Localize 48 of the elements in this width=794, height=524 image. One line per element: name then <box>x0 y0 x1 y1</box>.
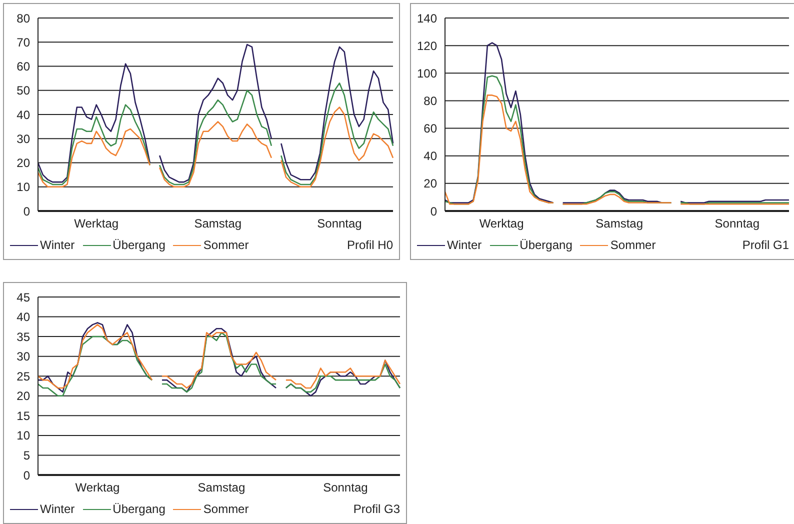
legend-label: Winter <box>40 502 75 516</box>
legend-label: Sommer <box>610 238 656 252</box>
y-tick-label: 35 <box>16 330 30 344</box>
legend-label: Winter <box>447 238 482 252</box>
x-tick-label: Sonntag <box>317 216 362 231</box>
y-tick-label: 50 <box>16 84 30 98</box>
x-tick-label: Samstag <box>194 216 242 231</box>
y-tick-label: 120 <box>416 38 438 53</box>
x-tick-label: Werktag <box>479 216 524 231</box>
y-tick-label: 20 <box>424 176 438 191</box>
y-tick-label: 45 <box>16 290 30 304</box>
y-tick-label: 40 <box>16 108 30 122</box>
y-tick-label: 25 <box>16 369 30 384</box>
y-tick-label: 100 <box>416 66 438 80</box>
y-tick-label: 15 <box>16 408 30 423</box>
text: Profil G1 <box>742 238 789 252</box>
x-tick-label: Werktag <box>75 480 120 495</box>
y-tick-label: 80 <box>424 94 438 108</box>
x-tick-label: Sonntag <box>714 216 760 231</box>
y-tick-label: 10 <box>16 428 30 443</box>
text: Profil G3 <box>353 502 400 516</box>
x-tick-label: Sonntag <box>323 480 368 495</box>
y-tick-label: 0 <box>23 468 30 482</box>
y-tick-label: 5 <box>23 448 30 462</box>
y-tick-label: 0 <box>430 204 438 218</box>
y-tick-label: 30 <box>16 350 30 364</box>
y-tick-label: 40 <box>424 149 438 164</box>
legend-label: Übergang <box>520 238 572 252</box>
y-tick-label: 10 <box>16 180 30 194</box>
y-tick-label: 30 <box>16 132 30 146</box>
y-tick-label: 20 <box>16 156 30 170</box>
x-tick-label: Werktag <box>74 216 119 231</box>
y-tick-label: 60 <box>424 122 438 136</box>
y-tick-label: 40 <box>16 310 30 324</box>
text: Profil H0 <box>346 238 393 252</box>
x-tick-label: Samstag <box>198 480 246 495</box>
y-tick-label: 0 <box>23 204 30 218</box>
x-tick-label: Samstag <box>596 216 644 231</box>
legend-label: Sommer <box>203 502 249 516</box>
legend-label: Übergang <box>112 502 166 516</box>
legend-label: Winter <box>40 238 75 252</box>
y-tick-label: 60 <box>16 60 30 74</box>
legend-label: Sommer <box>203 238 249 252</box>
legend-label: Übergang <box>112 238 166 252</box>
y-tick-label: 70 <box>16 35 30 50</box>
y-tick-label: 140 <box>416 11 438 26</box>
y-tick-label: 80 <box>16 11 30 26</box>
y-tick-label: 20 <box>16 389 30 404</box>
